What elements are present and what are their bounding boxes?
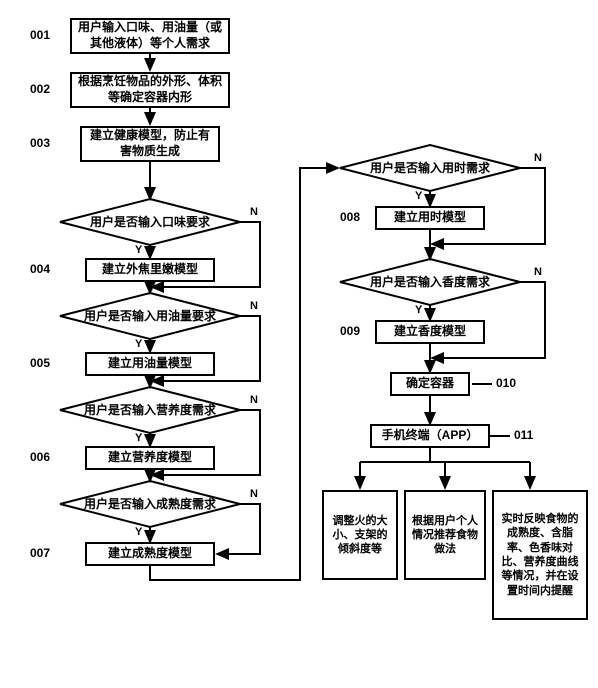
node-004-text: 建立外焦里嫩模型 bbox=[102, 262, 198, 278]
node-out3-text: 实时反映食物的成熟度、含脂率、色香味对比、营养度曲线等情况，并在设置时间内提醒 bbox=[498, 512, 582, 598]
diamond-aroma: 用户是否输入香度需求 bbox=[340, 259, 520, 305]
yn-d1-n: N bbox=[250, 206, 258, 218]
node-out3: 实时反映食物的成熟度、含脂率、色香味对比、营养度曲线等情况，并在设置时间内提醒 bbox=[492, 490, 588, 620]
yn-d5-n: N bbox=[534, 152, 542, 164]
node-002-text: 根据烹饪物品的外形、体积等确定容器内形 bbox=[76, 74, 224, 105]
node-008-text: 建立用时模型 bbox=[394, 210, 466, 226]
node-006-text: 建立营养度模型 bbox=[108, 450, 192, 466]
yn-d3-y: Y bbox=[135, 432, 142, 444]
node-007: 建立成熟度模型 bbox=[85, 542, 215, 566]
node-001: 用户输入口味、用油量（或其他液体）等个人需求 bbox=[70, 18, 230, 54]
diamond-time-text: 用户是否输入用时需求 bbox=[340, 145, 520, 191]
label-010: 010 bbox=[496, 376, 516, 390]
diamond-nutrition: 用户是否输入营养度需求 bbox=[60, 387, 240, 433]
node-010: 确定容器 bbox=[390, 372, 470, 396]
diamond-time: 用户是否输入用时需求 bbox=[340, 145, 520, 191]
diamond-oil-text: 用户是否输入用油量要求 bbox=[60, 293, 240, 339]
yn-d2-n: N bbox=[250, 300, 258, 312]
node-008: 建立用时模型 bbox=[375, 206, 485, 230]
diamond-aroma-text: 用户是否输入香度需求 bbox=[340, 259, 520, 305]
label-008: 008 bbox=[340, 210, 360, 224]
node-004: 建立外焦里嫩模型 bbox=[85, 258, 215, 282]
diamond-taste: 用户是否输入口味要求 bbox=[60, 199, 240, 245]
yn-d6-y: Y bbox=[415, 304, 422, 316]
diamond-nutrition-text: 用户是否输入营养度需求 bbox=[60, 387, 240, 433]
node-005: 建立用油量模型 bbox=[85, 352, 215, 376]
yn-d3-n: N bbox=[250, 394, 258, 406]
label-003: 003 bbox=[30, 136, 50, 150]
node-003-text: 建立健康模型，防止有害物质生成 bbox=[86, 128, 214, 159]
node-out1: 调整火的大小、支架的倾斜度等 bbox=[322, 490, 398, 580]
node-010-text: 确定容器 bbox=[406, 376, 454, 392]
diamond-taste-text: 用户是否输入口味要求 bbox=[60, 199, 240, 245]
label-006: 006 bbox=[30, 450, 50, 464]
node-009-text: 建立香度模型 bbox=[394, 324, 466, 340]
diamond-maturity-text: 用户是否输入成熟度需求 bbox=[60, 481, 240, 527]
label-007: 007 bbox=[30, 546, 50, 560]
label-005: 005 bbox=[30, 356, 50, 370]
node-out2: 根据用户个人情况推荐食物做法 bbox=[404, 490, 486, 580]
yn-d6-n: N bbox=[534, 266, 542, 278]
label-004: 004 bbox=[30, 262, 50, 276]
node-002: 根据烹饪物品的外形、体积等确定容器内形 bbox=[70, 72, 230, 108]
node-006: 建立营养度模型 bbox=[85, 446, 215, 470]
label-002: 002 bbox=[30, 82, 50, 96]
yn-d5-y: Y bbox=[415, 190, 422, 202]
node-001-text: 用户输入口味、用油量（或其他液体）等个人需求 bbox=[76, 20, 224, 51]
yn-d4-y: Y bbox=[135, 526, 142, 538]
node-011: 手机终端（APP） bbox=[370, 424, 490, 448]
node-out1-text: 调整火的大小、支架的倾斜度等 bbox=[328, 514, 392, 557]
node-003: 建立健康模型，防止有害物质生成 bbox=[80, 126, 220, 162]
diamond-maturity: 用户是否输入成熟度需求 bbox=[60, 481, 240, 527]
node-005-text: 建立用油量模型 bbox=[108, 356, 192, 372]
yn-d2-y: Y bbox=[135, 338, 142, 350]
node-007-text: 建立成熟度模型 bbox=[108, 546, 192, 562]
node-009: 建立香度模型 bbox=[375, 320, 485, 344]
diamond-oil: 用户是否输入用油量要求 bbox=[60, 293, 240, 339]
label-001: 001 bbox=[30, 28, 50, 42]
node-out2-text: 根据用户个人情况推荐食物做法 bbox=[410, 514, 480, 557]
node-011-text: 手机终端（APP） bbox=[382, 428, 479, 444]
yn-d4-n: N bbox=[250, 488, 258, 500]
yn-d1-y: Y bbox=[135, 244, 142, 256]
label-009: 009 bbox=[340, 324, 360, 338]
label-011: 011 bbox=[514, 428, 533, 442]
